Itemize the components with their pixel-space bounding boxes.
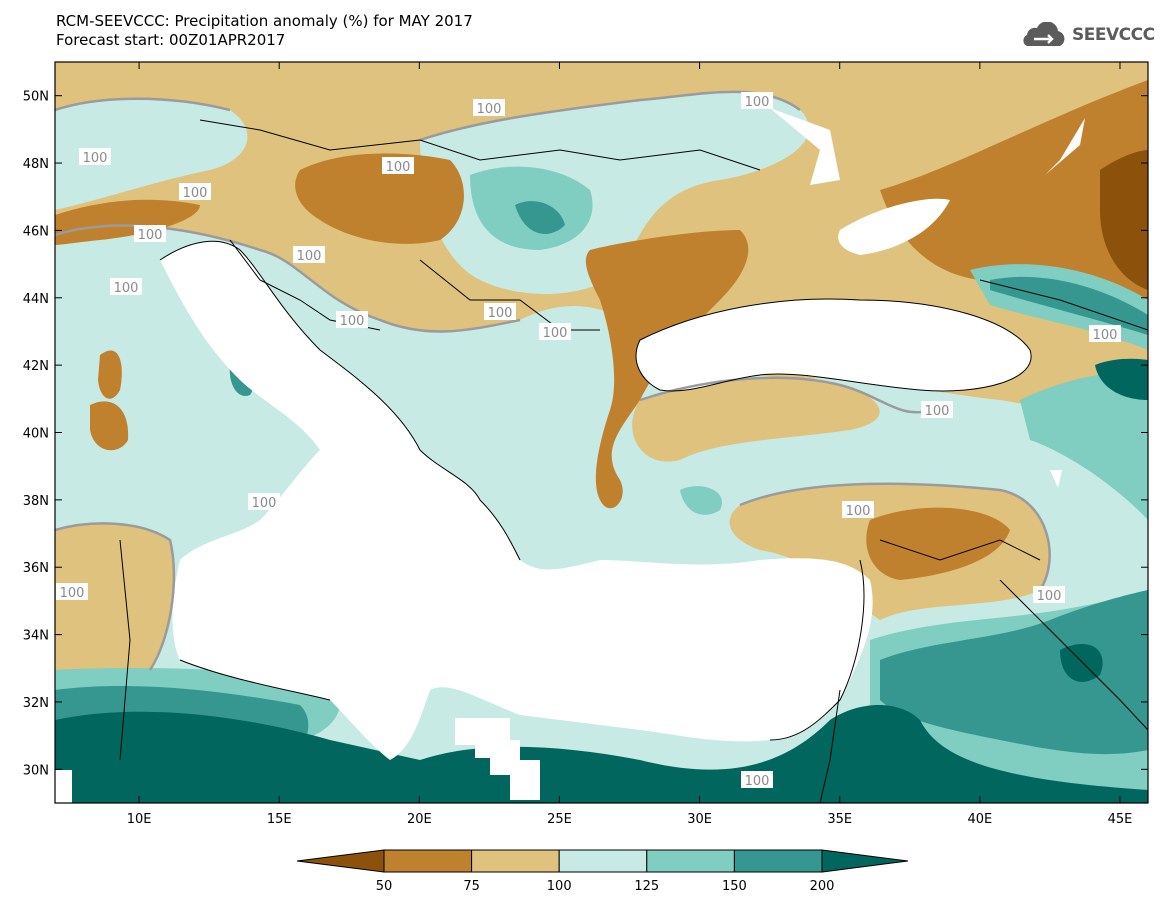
svg-text:100: 100 (477, 102, 502, 117)
seevccc-logo: SEEVCCC (1018, 22, 1155, 48)
colorbar-segment (471, 849, 560, 873)
contour-label: 100 (484, 303, 516, 321)
contour-label: 100 (382, 157, 414, 175)
contour-label: 100 (293, 246, 325, 264)
svg-text:100: 100 (386, 160, 411, 175)
y-tick-label: 44N (23, 292, 49, 307)
x-tick-label: 25E (547, 812, 572, 827)
y-tick-label: 46N (23, 224, 49, 239)
contour-label: 100 (248, 493, 280, 511)
map-title: RCM-SEEVCCC: Precipitation anomaly (%) f… (56, 12, 473, 50)
x-axis: 10E 15E 20E 25E 30E 35E 40E 45E (127, 62, 1133, 827)
colorbar-segment (646, 849, 735, 873)
svg-text:100: 100 (60, 586, 85, 601)
y-tick-label: 36N (23, 561, 49, 576)
svg-text:100: 100 (183, 186, 208, 201)
y-tick-label: 42N (23, 359, 49, 374)
colorbar-label: 150 (722, 879, 747, 894)
colorbar-segment (733, 849, 823, 873)
svg-text:100: 100 (846, 504, 871, 519)
x-tick-label: 30E (687, 812, 712, 827)
colorbar-label: 200 (810, 879, 835, 894)
svg-text:100: 100 (745, 774, 770, 789)
contour-label: 100 (473, 99, 505, 117)
svg-text:100: 100 (745, 95, 770, 110)
svg-text:100: 100 (925, 404, 950, 419)
colorbar-label: 50 (376, 879, 393, 894)
x-tick-label: 40E (967, 812, 992, 827)
colorbar-label: 75 (463, 879, 480, 894)
contour-label: 100 (134, 225, 166, 243)
logo-text: SEEVCCC (1072, 25, 1155, 45)
svg-text:100: 100 (488, 306, 513, 321)
colorbar: 50 75 100 125 150 200 (296, 849, 909, 894)
coastlines (119, 119, 1148, 803)
contour-labels: 100 100 100 100 100 100 100 100 100 100 100 100 100 1… (56, 92, 1121, 789)
contour-label: 100 (56, 583, 88, 601)
svg-text:100: 100 (340, 314, 365, 329)
svg-text:100: 100 (114, 281, 139, 296)
y-tick-label: 34N (23, 629, 49, 644)
title-line2: Forecast start: 00Z01APR2017 (56, 31, 286, 49)
title-line1: RCM-SEEVCCC: Precipitation anomaly (%) f… (56, 12, 473, 30)
svg-text:100: 100 (297, 249, 322, 264)
y-tick-label: 30N (23, 763, 49, 778)
contour-label: 100 (1033, 586, 1065, 604)
colorbar-label: 100 (547, 879, 572, 894)
contour-label: 100 (336, 311, 368, 329)
contour-label: 100 (110, 278, 142, 296)
y-tick-label: 50N (23, 90, 49, 105)
colorbar-segment (383, 849, 473, 873)
x-tick-label: 10E (127, 812, 152, 827)
y-tick-label: 40N (23, 427, 49, 442)
x-tick-label: 20E (407, 812, 432, 827)
contour-label: 100 (741, 771, 773, 789)
contour-label: 100 (741, 92, 773, 110)
svg-text:100: 100 (138, 228, 163, 243)
y-axis: 50N 48N 46N 44N 42N 40N 38N 36N 34N 32N 30N (23, 90, 1148, 778)
contour-label: 100 (79, 148, 111, 166)
x-tick-label: 35E (827, 812, 852, 827)
colorbar-arrow-low (296, 849, 385, 873)
colorbar-segment (558, 849, 648, 873)
x-tick-label: 15E (267, 812, 292, 827)
svg-text:100: 100 (252, 496, 277, 511)
contour-label: 100 (539, 323, 571, 341)
svg-text:100: 100 (1037, 589, 1062, 604)
contour-label: 100 (179, 183, 211, 201)
svg-text:100: 100 (543, 326, 568, 341)
cloud-icon (1023, 22, 1065, 46)
anomaly-field (55, 62, 1148, 803)
y-tick-label: 32N (23, 696, 49, 711)
contour-label: 100 (921, 401, 953, 419)
colorbar-label: 125 (634, 879, 659, 894)
y-tick-label: 38N (23, 494, 49, 509)
contour-label: 100 (1089, 325, 1121, 343)
svg-text:100: 100 (83, 151, 108, 166)
x-tick-label: 45E (1108, 812, 1133, 827)
colorbar-arrow-high (821, 849, 909, 873)
contour-label: 100 (842, 501, 874, 519)
y-tick-label: 48N (23, 157, 49, 172)
svg-text:100: 100 (1093, 328, 1118, 343)
